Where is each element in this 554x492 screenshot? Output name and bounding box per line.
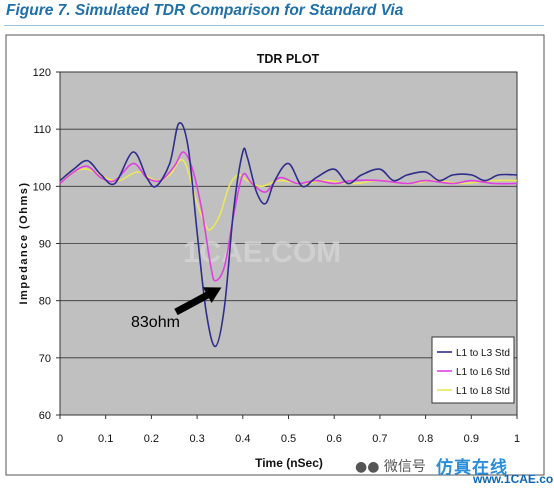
x-tick-label: 0.4: [235, 433, 250, 445]
chart-title: TDR PLOT: [257, 52, 320, 66]
x-tick-label: 0.6: [327, 433, 342, 445]
x-tick-label: 0.7: [372, 433, 387, 445]
x-tick-label: 0.8: [418, 433, 433, 445]
y-tick-label: 80: [39, 296, 51, 308]
legend-label: L1 to L3 Std: [456, 348, 510, 359]
legend-label: L1 to L6 Std: [456, 367, 510, 378]
series-line: [59, 122, 518, 348]
legend-box: [431, 336, 515, 404]
grid-lines: [60, 128, 517, 359]
x-tick-label: 1: [514, 433, 520, 445]
x-tick-label: 0.9: [464, 433, 479, 445]
annotation-arrow: [174, 287, 222, 316]
y-tick-label: 110: [33, 124, 51, 136]
annotation: 83ohm: [131, 287, 222, 331]
x-tick-label: 0.1: [98, 433, 113, 445]
y-tick-label: 90: [39, 239, 51, 251]
x-tick-labels: 0 0.1 0.2 0.3 0.4 0.5 0.6 0.7 0.8 0.9 1: [57, 415, 520, 445]
wechat-label: ●● 微信号: [355, 459, 426, 475]
y-tick-labels: 60 70 80 90 100 110 120: [33, 67, 60, 422]
legend: L1 to L3 Std L1 to L6 Std L1 to L8 Std: [431, 336, 515, 404]
y-tick-label: 120: [33, 67, 51, 79]
series-group: [59, 122, 518, 348]
x-tick-label: 0.3: [189, 433, 204, 445]
title-rule: [4, 25, 544, 26]
x-tick-label: 0.5: [281, 433, 296, 445]
x-tick-label: 0: [57, 433, 63, 445]
site-url: www.1CAE.com: [473, 472, 554, 486]
brand-stamp: 仿真在线: [436, 458, 508, 478]
legend-label: L1 to L8 Std: [456, 386, 510, 397]
y-axis-label: Impedance (Ohms): [18, 181, 30, 304]
annotation-label: 83ohm: [131, 314, 180, 331]
y-tick-label: 100: [33, 181, 51, 193]
figure-title: Figure 7. Simulated TDR Comparison for S…: [6, 2, 404, 19]
y-tick-label: 60: [39, 410, 51, 422]
x-tick-label: 0.2: [144, 433, 159, 445]
y-tick-label: 70: [39, 353, 51, 365]
x-axis-label: Time (nSec): [255, 456, 323, 470]
